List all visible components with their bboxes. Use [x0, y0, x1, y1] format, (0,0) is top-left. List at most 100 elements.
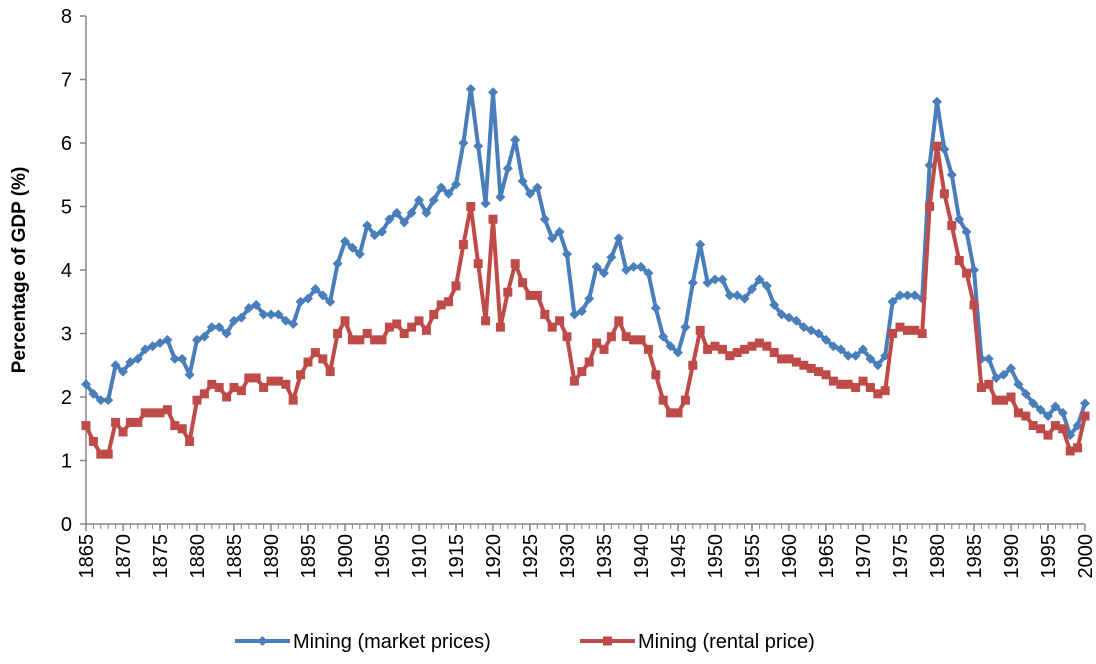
data-point	[347, 242, 358, 253]
data-point	[724, 290, 735, 301]
x-tick-label: 1895	[298, 534, 320, 579]
data-point	[703, 344, 713, 354]
data-point	[1057, 407, 1068, 418]
data-point	[769, 299, 780, 310]
data-point	[243, 303, 254, 314]
data-point	[377, 335, 387, 345]
data-point	[95, 395, 106, 406]
x-tick-label: 1925	[520, 534, 542, 579]
y-tick-label: 5	[61, 197, 72, 219]
data-point	[917, 329, 927, 338]
data-point	[133, 417, 143, 427]
data-point	[451, 281, 461, 291]
data-point	[525, 290, 535, 300]
data-point	[643, 344, 653, 354]
y-tick-label: 3	[61, 324, 72, 346]
data-point	[843, 350, 854, 361]
data-point	[428, 195, 439, 206]
data-point	[466, 202, 476, 211]
data-point	[680, 395, 690, 405]
data-point	[436, 300, 446, 310]
data-point	[828, 341, 839, 352]
data-point	[702, 277, 713, 288]
data-point	[510, 259, 520, 269]
data-point	[947, 221, 957, 231]
data-point	[1013, 379, 1024, 390]
data-point	[754, 338, 764, 348]
data-point	[539, 214, 550, 225]
data-point	[836, 379, 846, 389]
data-point	[688, 360, 698, 370]
x-tick-label: 1905	[372, 534, 394, 579]
x-tick-label: 1875	[150, 534, 172, 579]
legend-label: Mining (market prices)	[293, 631, 491, 653]
data-point	[147, 341, 158, 352]
data-point	[554, 226, 565, 237]
x-tick-label: 1930	[557, 534, 579, 579]
data-point	[910, 325, 920, 335]
data-point	[155, 408, 165, 418]
data-point	[717, 274, 728, 285]
data-point	[532, 290, 542, 300]
data-point	[591, 261, 602, 272]
data-point	[354, 249, 365, 260]
y-tick-label: 4	[61, 260, 72, 282]
data-point	[962, 268, 972, 278]
data-point	[562, 249, 572, 260]
data-point	[362, 329, 372, 338]
data-point	[369, 230, 380, 241]
data-point	[784, 312, 794, 323]
data-point	[236, 312, 247, 323]
data-point	[288, 395, 298, 405]
data-point	[281, 379, 291, 389]
data-point	[111, 417, 121, 427]
data-point	[895, 322, 905, 332]
data-point	[214, 382, 224, 392]
data-point	[799, 360, 809, 370]
data-point	[303, 293, 313, 304]
data-point	[576, 306, 587, 317]
data-point	[924, 160, 935, 171]
data-point	[251, 299, 262, 310]
data-point	[184, 369, 195, 380]
data-point	[628, 261, 639, 272]
data-point	[421, 325, 431, 335]
data-point	[613, 233, 624, 244]
data-point	[643, 268, 654, 279]
data-point	[443, 188, 454, 199]
data-point	[732, 290, 743, 301]
data-point	[125, 417, 135, 427]
data-point	[88, 436, 98, 446]
data-point	[192, 334, 202, 345]
data-point	[229, 382, 239, 392]
data-point	[1080, 398, 1090, 409]
data-point	[406, 207, 417, 218]
data-point	[170, 421, 180, 431]
data-point	[340, 236, 350, 247]
data-point	[458, 240, 468, 250]
data-point	[547, 322, 557, 332]
data-point	[525, 188, 535, 199]
data-point	[532, 182, 543, 193]
data-point	[332, 258, 343, 269]
data-point	[207, 379, 217, 389]
data-point	[391, 207, 402, 218]
y-tick-label: 1	[61, 451, 72, 473]
data-point	[429, 309, 439, 319]
x-tick-label: 2000	[1075, 534, 1096, 579]
data-point	[909, 290, 920, 301]
data-point	[273, 376, 283, 386]
data-point	[473, 141, 484, 152]
data-point	[1073, 443, 1083, 453]
data-point	[925, 202, 935, 211]
y-tick-label: 7	[61, 70, 72, 92]
data-point	[310, 348, 320, 358]
data-point	[555, 316, 565, 326]
data-point	[695, 325, 705, 335]
data-point	[666, 408, 676, 418]
data-point	[481, 316, 491, 326]
data-point	[488, 214, 498, 224]
x-tick-label: 1885	[224, 534, 246, 579]
data-point	[754, 274, 765, 285]
